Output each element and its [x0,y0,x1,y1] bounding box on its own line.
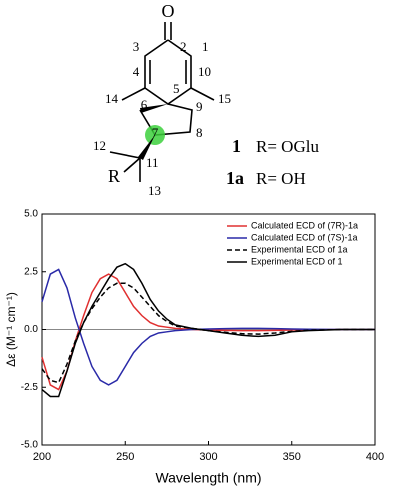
atom-label: R [108,166,120,186]
atom-label: 2 [180,39,187,54]
atom-label: 9 [196,99,203,114]
series-line [41,273,375,391]
y-tick-label: 0.0 [24,324,38,335]
atom-label: 8 [196,125,203,140]
atom-label: 11 [146,155,159,170]
atom-label: 4 [133,64,140,79]
x-tick-label: 300 [199,451,217,463]
atom-label: 7 [152,125,159,140]
structure: O 2 3 1 4 10 5 14 15 6 9 7 8 12 11 R 13 … [93,1,319,198]
chart: -5.0 -2.5 0.0 2.5 5.0 200 250 300 350 400 Waveleng… [4,209,384,486]
atom-label: 1 [202,39,209,54]
atom-label: 14 [105,91,119,106]
series-line [41,262,375,398]
x-tick-label: 350 [283,451,301,463]
atom-label: 3 [133,39,140,54]
x-axis-label: Wavelength (nm) [155,470,261,486]
atom-label: 6 [141,97,148,112]
series-line [41,268,375,386]
y-tick-label: 5.0 [24,209,38,220]
compound-label: R= OH [256,169,306,188]
atom-label: 10 [198,64,211,79]
y-tick-label: 2.5 [24,266,38,277]
x-tick-label: 250 [116,451,134,463]
atom-label: O [162,1,175,21]
compound-id: 1a [226,168,244,188]
y-tick-label: -2.5 [21,382,39,393]
y-axis-label: Δε (M⁻¹ cm⁻¹) [4,292,18,367]
atom-label: 13 [148,183,161,198]
legend-label: Calculated ECD of (7S)-1a [251,232,358,242]
x-tick-label: 400 [366,451,384,463]
legend-label: Experimental ECD of 1a [251,244,348,254]
legend-label: Calculated ECD of (7R)-1a [251,220,358,230]
legend-label: Experimental ECD of 1 [251,256,343,266]
atom-label: 15 [218,91,231,106]
atom-label: 5 [173,81,180,96]
x-tick-label: 200 [33,451,51,463]
compound-id: 1 [232,136,241,156]
atom-label: 12 [93,138,106,153]
compound-label: R= OGlu [256,137,319,156]
y-tick-label: -5.0 [21,440,39,451]
